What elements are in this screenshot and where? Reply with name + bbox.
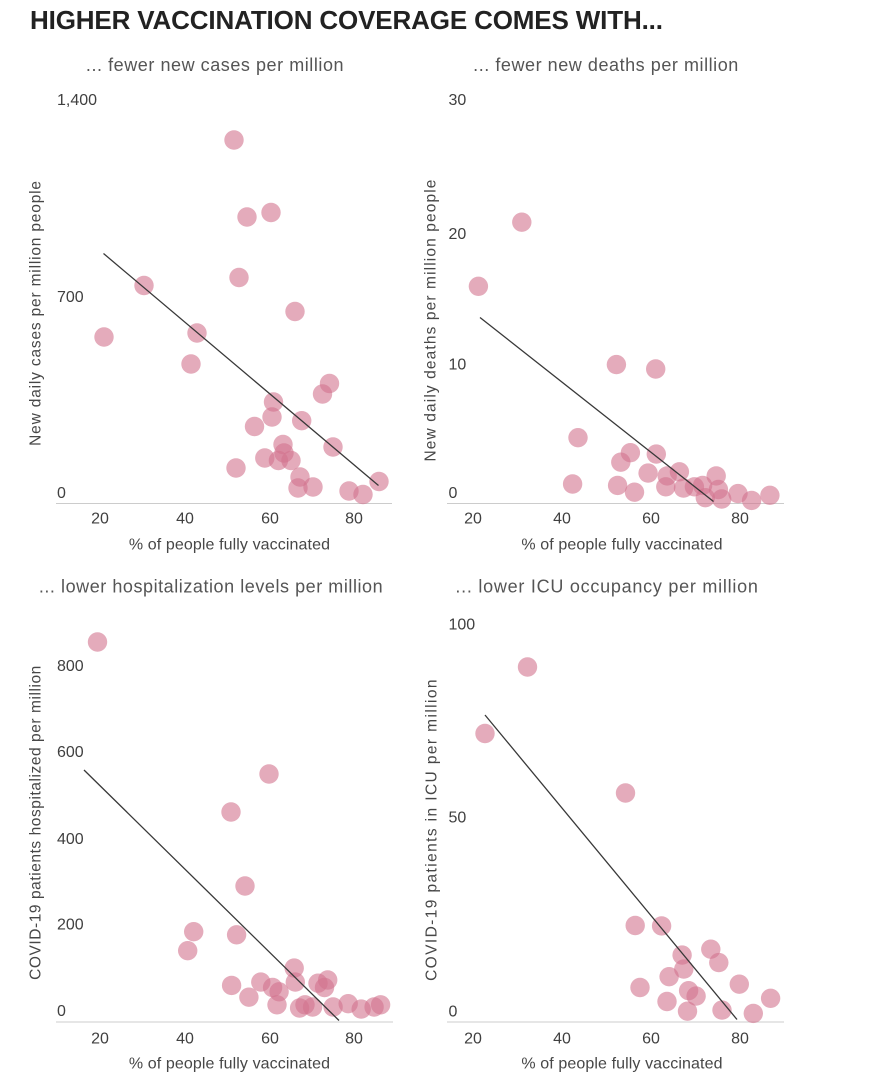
svg-text:40: 40: [553, 511, 571, 528]
svg-text:20: 20: [91, 511, 109, 528]
svg-text:80: 80: [345, 511, 363, 528]
svg-text:HIGHER VACCINATION COVERAGE CO: HIGHER VACCINATION COVERAGE COMES WITH..…: [30, 5, 663, 35]
svg-text:COVID-19 patients in ICU per m: COVID-19 patients in ICU per million: [424, 678, 441, 981]
svg-text:400: 400: [57, 831, 84, 848]
svg-text:COVID-19 patients hospitalized: COVID-19 patients hospitalized per milli…: [28, 665, 45, 980]
svg-text:80: 80: [345, 1030, 363, 1047]
svg-text:40: 40: [553, 1030, 571, 1047]
svg-text:0: 0: [57, 485, 66, 502]
svg-text:... lower hospitalization leve: ... lower hospitalization levels per mil…: [39, 577, 383, 597]
svg-text:% of people fully vaccinated: % of people fully vaccinated: [521, 1056, 722, 1073]
svg-text:800: 800: [57, 658, 84, 675]
svg-text:0: 0: [57, 1003, 66, 1020]
svg-text:30: 30: [449, 92, 467, 109]
svg-text:40: 40: [176, 511, 194, 528]
svg-text:100: 100: [449, 617, 476, 634]
svg-text:80: 80: [731, 1030, 749, 1047]
svg-text:20: 20: [464, 1030, 482, 1047]
svg-text:... fewer new deaths per milli: ... fewer new deaths per million: [473, 55, 739, 75]
svg-text:700: 700: [57, 289, 84, 306]
svg-text:0: 0: [449, 485, 458, 502]
svg-text:% of people fully vaccinated: % of people fully vaccinated: [521, 537, 722, 554]
svg-text:60: 60: [261, 511, 279, 528]
svg-text:50: 50: [449, 809, 467, 826]
svg-text:New daily deaths per million p: New daily deaths per million people: [423, 178, 440, 461]
svg-text:% of people fully vaccinated: % of people fully vaccinated: [129, 537, 330, 554]
svg-text:60: 60: [642, 1030, 660, 1047]
svg-text:... lower ICU occupancy per mi: ... lower ICU occupancy per million: [455, 577, 758, 597]
svg-text:% of people fully vaccinated: % of people fully vaccinated: [129, 1056, 330, 1073]
svg-text:80: 80: [731, 511, 749, 528]
svg-text:1,400: 1,400: [57, 92, 97, 109]
svg-text:60: 60: [261, 1030, 279, 1047]
svg-text:New daily cases per million pe: New daily cases per million people: [28, 180, 45, 446]
svg-text:0: 0: [449, 1003, 458, 1020]
svg-text:10: 10: [449, 356, 467, 373]
svg-text:20: 20: [91, 1030, 109, 1047]
svg-text:600: 600: [57, 744, 84, 761]
svg-text:60: 60: [642, 511, 660, 528]
svg-text:200: 200: [57, 916, 84, 933]
svg-text:20: 20: [449, 226, 467, 243]
svg-text:20: 20: [464, 511, 482, 528]
svg-text:... fewer new cases per millio: ... fewer new cases per million: [86, 55, 344, 75]
svg-text:40: 40: [176, 1030, 194, 1047]
